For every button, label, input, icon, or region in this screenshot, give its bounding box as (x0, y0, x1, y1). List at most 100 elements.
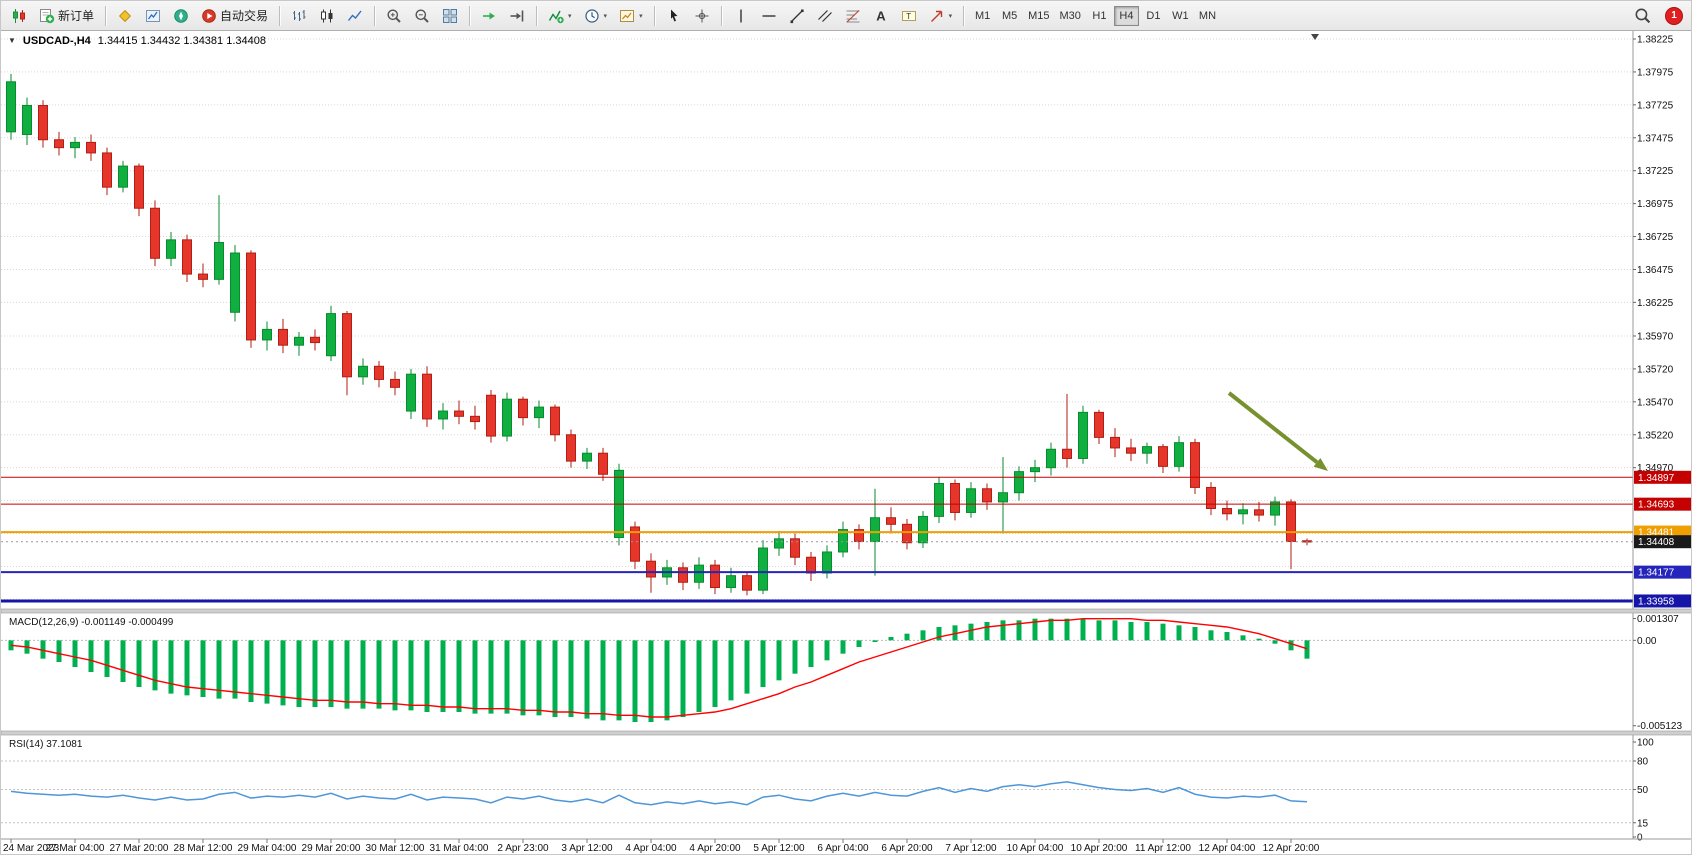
candle-body (726, 575, 736, 589)
svg-text:1.34897: 1.34897 (1638, 473, 1675, 484)
candle-body (630, 526, 640, 562)
tile-windows-button[interactable] (437, 4, 463, 28)
auto-trading-button[interactable]: 自动交易 (196, 4, 273, 28)
zoom-out-icon (415, 9, 429, 23)
price-axis-label: 1.34970 (1637, 463, 1674, 474)
crosshair-button[interactable] (689, 4, 715, 28)
notification-badge[interactable]: 1 (1665, 6, 1683, 25)
candle-body (198, 273, 208, 280)
timeframe-button-w1[interactable]: W1 (1168, 6, 1193, 26)
zoom-out-button[interactable] (409, 4, 435, 28)
channel-button[interactable] (812, 4, 838, 28)
shapes-button[interactable]: ▾ (924, 4, 958, 28)
candle-body (694, 564, 704, 583)
periods-button[interactable]: ▾ (579, 4, 613, 28)
price-axis-label: 1.35470 (1637, 397, 1674, 408)
candle-body (966, 488, 976, 513)
svg-text:1.34408: 1.34408 (1638, 537, 1675, 548)
current-price-label (1634, 535, 1691, 549)
fibonacci-button[interactable] (840, 4, 866, 28)
toolbar-separator (536, 5, 538, 26)
time-axis-label: 12 Apr 04:00 (1199, 843, 1256, 854)
timeframe-button-m5[interactable]: M5 (997, 6, 1022, 26)
candles-layer (6, 73, 1312, 596)
chart-shift-icon (510, 10, 524, 21)
line-chart-button[interactable] (342, 4, 368, 28)
auto-trading-icon (202, 8, 216, 23)
price-axis-label: 1.36975 (1637, 199, 1674, 210)
toolbar-separator (963, 5, 965, 26)
time-axis-label: 30 Mar 12:00 (366, 843, 425, 854)
candle-body (150, 207, 160, 259)
metaeditor-button[interactable] (112, 4, 138, 28)
vertical-line-icon (739, 9, 742, 22)
auto-scroll-button[interactable] (476, 4, 502, 28)
candle-chart-button[interactable] (314, 4, 340, 28)
candle-body (710, 564, 720, 589)
horizontal-line-button[interactable] (756, 4, 782, 28)
vertical-line-button[interactable] (728, 4, 754, 28)
candle-body (22, 105, 32, 135)
rsi-axis-label: 50 (1637, 785, 1649, 796)
chart-canvas[interactable]: 1.34897 1.34693 1.34481 1.34177 1.33958 1.344… (1, 31, 1692, 855)
trendline-button[interactable] (784, 4, 810, 28)
toolbar-separator (279, 5, 281, 26)
candle-body (870, 517, 880, 542)
candle-body (598, 452, 608, 475)
time-axis-label: 6 Apr 04:00 (817, 843, 869, 854)
timeframe-button-m1[interactable]: M1 (970, 6, 995, 26)
macd-axis-label: 0.00 (1637, 636, 1657, 647)
bar-chart-button[interactable] (286, 4, 312, 28)
cursor-button[interactable] (661, 4, 687, 28)
text-label-icon: T (901, 10, 916, 21)
time-axis-label: 4 Apr 20:00 (689, 843, 741, 854)
indicators-button[interactable]: ▾ (543, 4, 577, 28)
candle-body (806, 556, 816, 574)
templates-button[interactable]: ▾ (614, 4, 648, 28)
timeframe-button-d1[interactable]: D1 (1141, 6, 1166, 26)
candle-body (358, 365, 368, 378)
text-label-button[interactable]: T (896, 4, 922, 28)
timeframe-button-h1[interactable]: H1 (1087, 6, 1112, 26)
candle-body (1062, 448, 1072, 459)
panel-separator[interactable] (1, 730, 1692, 736)
candle-body (790, 538, 800, 558)
candle-body (86, 141, 96, 154)
zoom-in-button[interactable] (381, 4, 407, 28)
arrow-annotation[interactable] (1227, 391, 1328, 471)
one-click-trading-toggle[interactable]: ▼ (8, 36, 16, 45)
grid-layer (1, 38, 1633, 600)
chart-shift-marker[interactable] (1311, 34, 1319, 40)
svg-text:1.34693: 1.34693 (1638, 500, 1675, 511)
navigator-icon (174, 8, 188, 23)
line-chart-icon (347, 10, 362, 21)
candle-body (294, 336, 304, 346)
search-button[interactable] (1629, 4, 1656, 28)
candle-body (838, 529, 848, 553)
text-button[interactable]: A (868, 4, 894, 28)
candle-body (518, 398, 528, 419)
new-chart-button[interactable] (6, 4, 32, 28)
candle-body (246, 252, 256, 341)
time-axis-label: 7 Apr 12:00 (945, 843, 997, 854)
toolbar-buttons: 新订单 自动交易 ▾ ▾ ▾ A T ▾ M1 M5 M15 M30 H1 H4 D1 W1 MN (5, 1, 1628, 30)
candle-body (54, 139, 64, 149)
panel-separator[interactable] (1, 608, 1692, 614)
timeframe-button-mn[interactable]: MN (1195, 6, 1220, 26)
candle-body (1030, 467, 1040, 473)
timeframe-button-m30[interactable]: M30 (1056, 6, 1085, 26)
navigator-button[interactable] (168, 4, 194, 28)
candle-body (262, 328, 272, 341)
timeframe-button-m15[interactable]: M15 (1024, 6, 1053, 26)
time-axis-label: 6 Apr 20:00 (881, 843, 933, 854)
ohlc-display: 1.34415 1.34432 1.34381 1.34408 (97, 35, 266, 47)
chart-shift-button[interactable] (504, 4, 530, 28)
macd-signal-line (10, 617, 1308, 718)
metaeditor-icon (118, 9, 132, 22)
new-order-button[interactable]: 新订单 (34, 4, 99, 28)
price-axis-label: 1.37725 (1637, 100, 1674, 111)
timeframe-button-h4[interactable]: H4 (1113, 5, 1139, 26)
time-axis-label: 5 Apr 12:00 (753, 843, 805, 854)
market-watch-button[interactable] (140, 4, 166, 28)
